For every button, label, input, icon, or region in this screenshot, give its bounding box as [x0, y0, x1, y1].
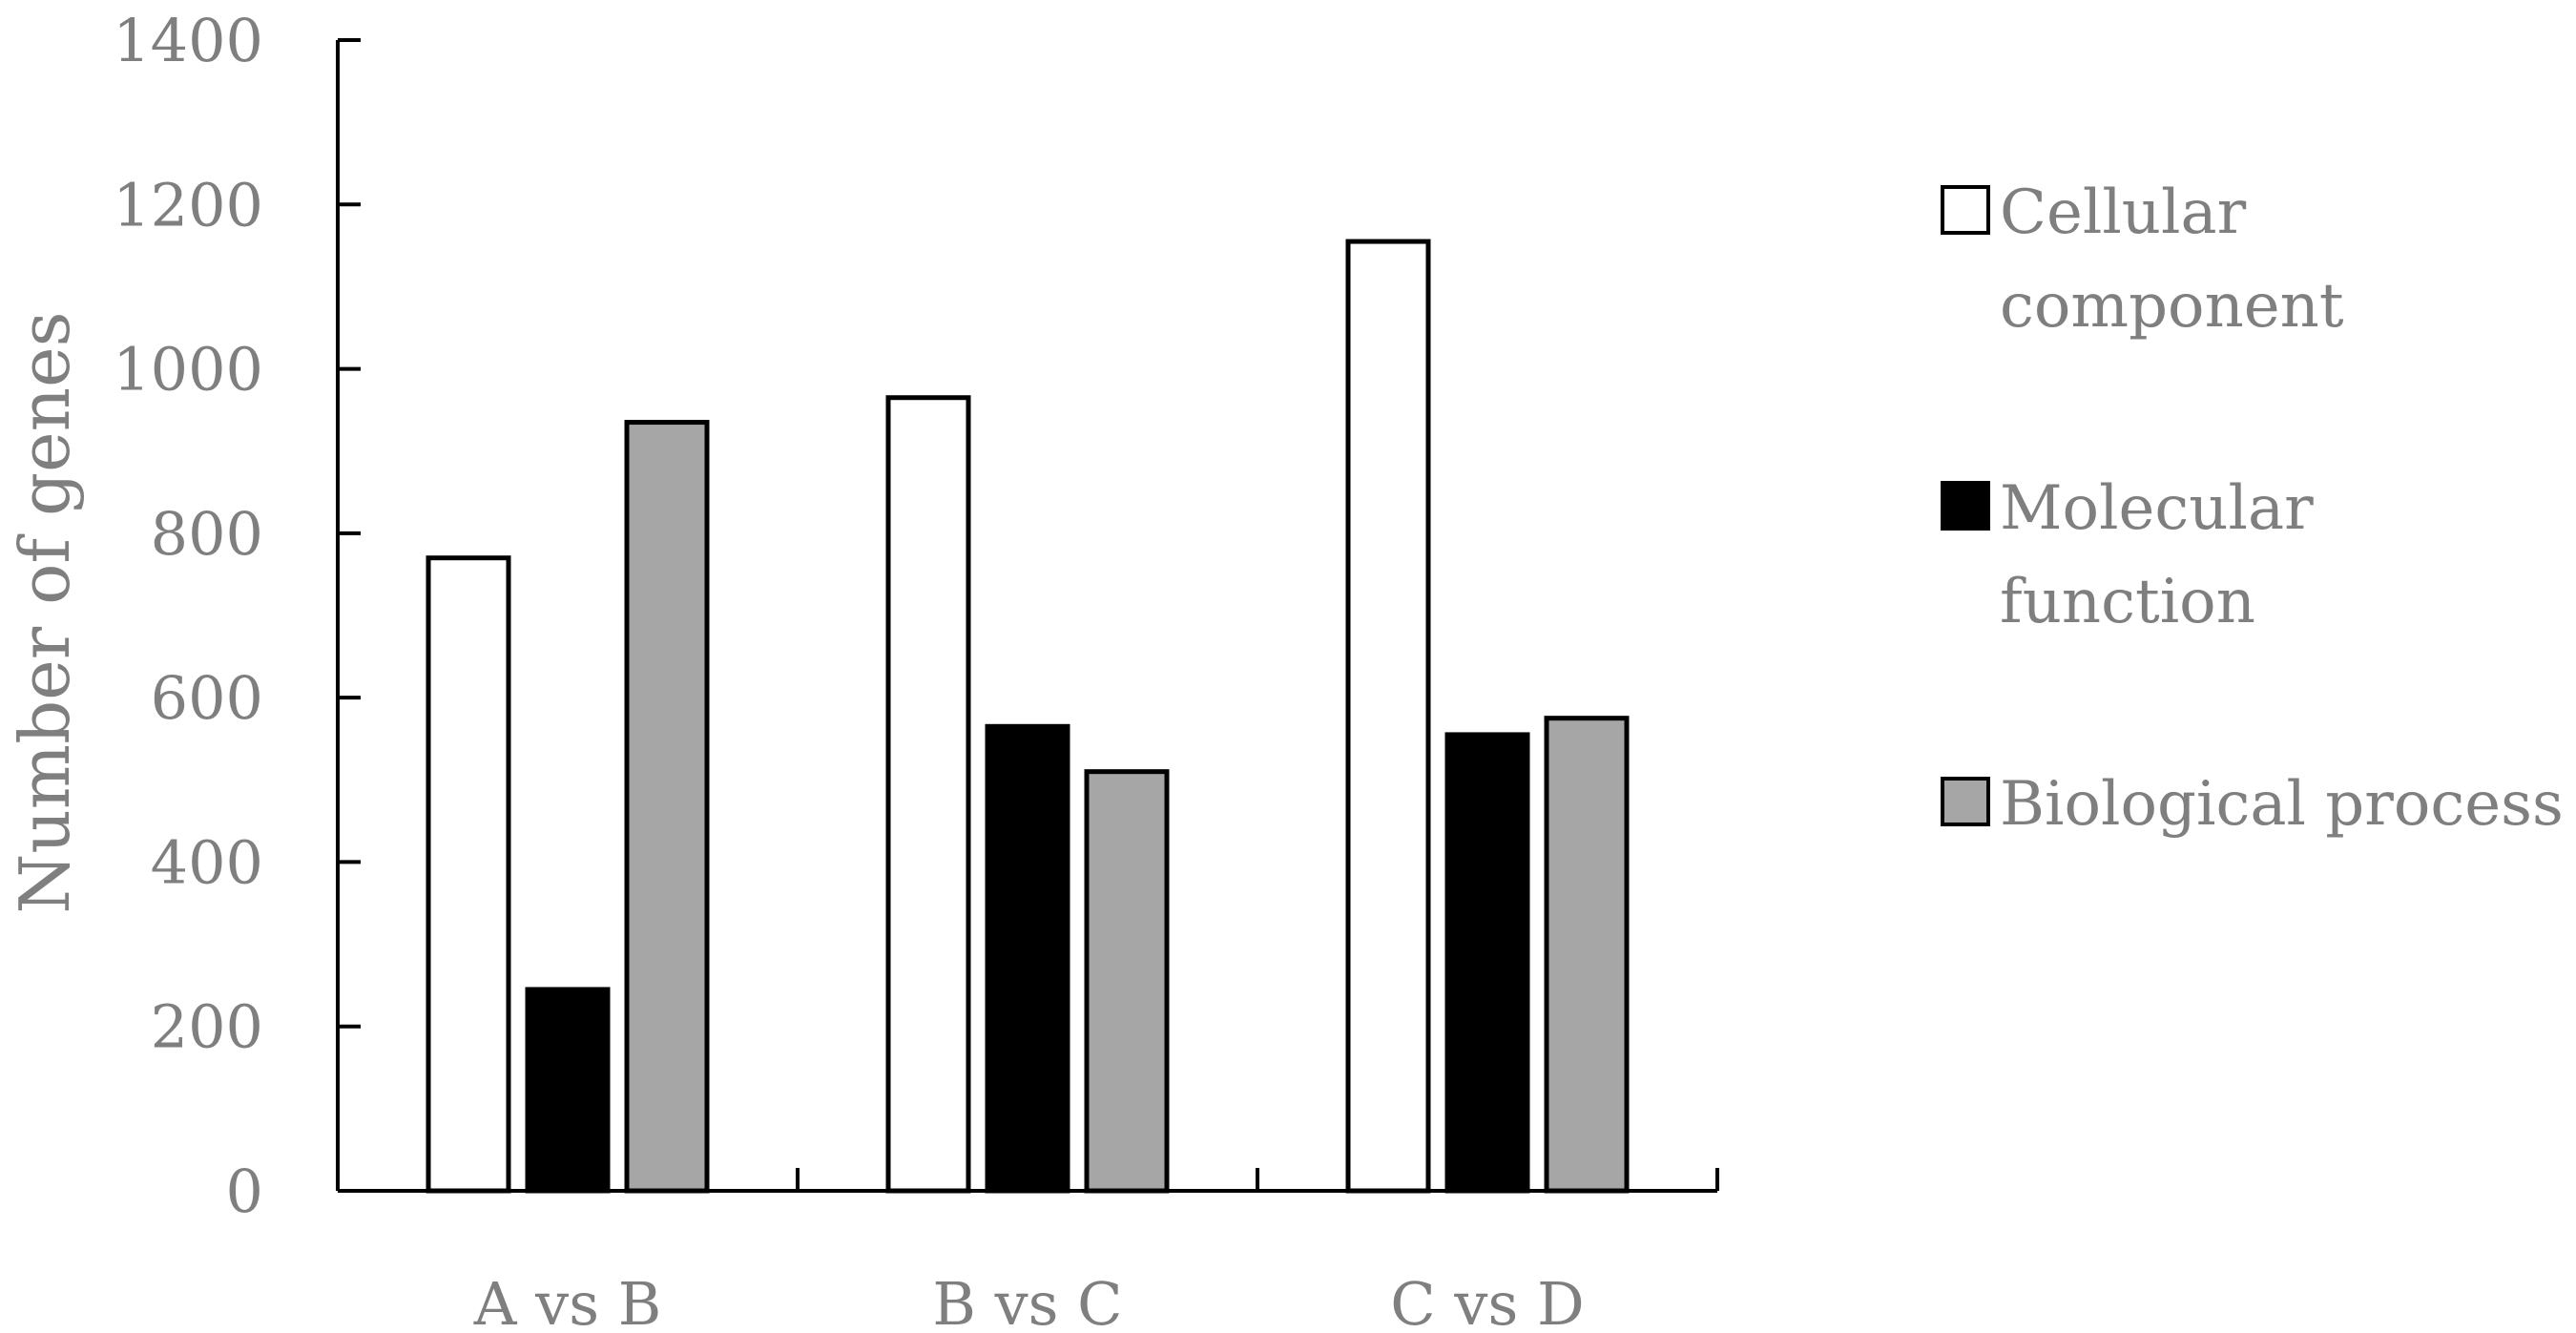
y-tick-labels: 0 200 400 600 800 1000 1200 1400	[113, 6, 263, 1226]
legend-item: Biological process	[1941, 769, 2564, 840]
bar	[1345, 239, 1431, 1194]
y-tick-label: 0	[226, 1156, 263, 1226]
legend-label-line: component	[2000, 271, 2344, 342]
legend-label: Cellular component	[2000, 177, 2344, 342]
y-tick-label: 1400	[113, 6, 263, 75]
bar	[525, 987, 611, 1194]
x-tick-label: A vs B	[473, 1269, 662, 1333]
legend-item: Molecular function	[1941, 473, 2314, 637]
legend-swatch	[1941, 777, 1990, 826]
legend-label: Biological process	[2000, 769, 2564, 840]
legend-label-line: Cellular	[2000, 177, 2247, 248]
bar	[1544, 716, 1630, 1194]
legend-label-line: Molecular	[2000, 473, 2314, 544]
y-tick-label: 400	[151, 827, 263, 897]
legend-label-line: function	[2000, 567, 2255, 637]
bar	[885, 395, 971, 1194]
x-tick-labels: A vs B B vs C C vs D	[473, 1269, 1585, 1333]
legend: Cellular component Molecular function Biolog…	[1941, 177, 2564, 840]
x-tick-label: C vs D	[1390, 1269, 1584, 1333]
bar	[624, 420, 710, 1194]
bar	[985, 723, 1070, 1194]
legend-label: Molecular function	[2000, 473, 2314, 637]
y-tick-label: 200	[151, 992, 263, 1062]
axes	[336, 38, 1719, 1193]
bar	[1444, 732, 1530, 1194]
y-axis-title: Number of genes	[5, 311, 85, 913]
bar	[1084, 769, 1170, 1194]
bars	[426, 239, 1630, 1194]
y-tick-label: 1200	[113, 170, 263, 240]
y-tick-label: 800	[151, 499, 263, 569]
bar	[426, 555, 511, 1194]
x-tick-label: B vs C	[932, 1269, 1122, 1333]
y-tick-label: 1000	[113, 335, 263, 405]
y-tick-label: 600	[151, 663, 263, 733]
legend-item: Cellular component	[1941, 177, 2344, 342]
legend-swatch	[1941, 481, 1990, 531]
legend-label-line: Biological process	[2000, 769, 2564, 840]
legend-swatch	[1941, 185, 1990, 235]
